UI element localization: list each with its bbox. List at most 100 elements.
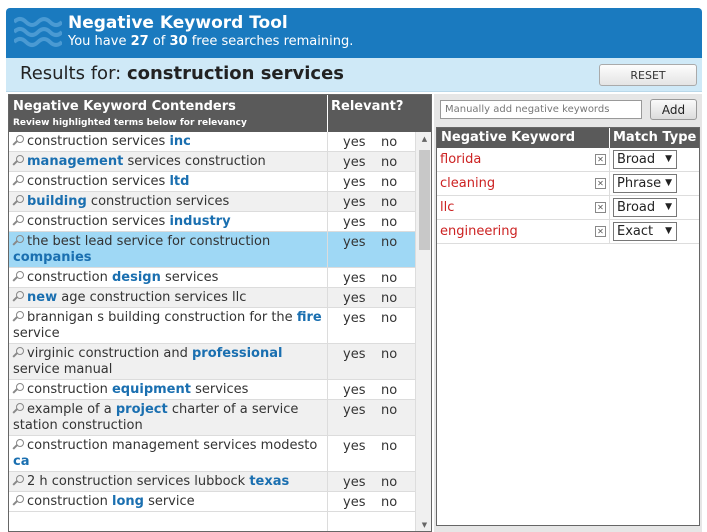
- yes-link[interactable]: yes: [343, 135, 366, 150]
- yes-link[interactable]: yes: [343, 215, 366, 230]
- highlighted-term: industry: [169, 214, 231, 229]
- no-link[interactable]: no: [381, 271, 398, 286]
- scrollbar[interactable]: ▲ ▼: [415, 132, 431, 531]
- highlighted-term: professional: [191, 346, 283, 361]
- yes-link[interactable]: yes: [343, 383, 366, 398]
- reset-button[interactable]: RESET: [599, 64, 697, 86]
- contender-row[interactable]: construction equipment services yes no: [9, 380, 415, 400]
- remove-x-icon[interactable]: ✕: [595, 178, 606, 189]
- match-type-select[interactable]: Exact ▼: [613, 222, 677, 241]
- yes-link[interactable]: yes: [343, 439, 366, 454]
- negative-keyword-column-title: Negative Keyword: [441, 130, 576, 145]
- no-link[interactable]: no: [381, 215, 398, 230]
- manual-keyword-input[interactable]: [440, 100, 642, 119]
- waves-logo-icon: [14, 17, 62, 47]
- yes-link[interactable]: yes: [343, 403, 366, 418]
- yes-link[interactable]: yes: [343, 271, 366, 286]
- yes-link[interactable]: yes: [343, 495, 366, 510]
- yes-link[interactable]: yes: [343, 155, 366, 170]
- yes-link[interactable]: yes: [343, 235, 366, 250]
- no-link[interactable]: no: [381, 195, 398, 210]
- magnifier-icon[interactable]: [13, 135, 24, 146]
- contender-row[interactable]: construction services industry yes no: [9, 212, 415, 232]
- contender-row[interactable]: example of a project charter of a servic…: [9, 400, 415, 436]
- magnifier-icon[interactable]: [13, 195, 24, 206]
- keyword-text: brannigan s building construction for th…: [27, 310, 297, 325]
- scroll-down-icon[interactable]: ▼: [421, 521, 428, 529]
- results-query: construction services: [126, 63, 344, 84]
- no-link[interactable]: no: [381, 175, 398, 190]
- yes-link[interactable]: yes: [343, 195, 366, 210]
- yes-link[interactable]: yes: [343, 347, 366, 362]
- contender-row[interactable]: brannigan s building construction for th…: [9, 308, 415, 344]
- yes-link[interactable]: yes: [343, 475, 366, 490]
- contender-row[interactable]: new age construction services llc yes no: [9, 288, 415, 308]
- contender-keyword: construction design services: [9, 268, 415, 287]
- match-type-value: Broad: [617, 152, 656, 167]
- yes-link[interactable]: yes: [343, 291, 366, 306]
- contender-row[interactable]: management services construction yes no: [9, 152, 415, 172]
- no-link[interactable]: no: [381, 347, 398, 362]
- contender-row[interactable]: construction services inc yes no: [9, 132, 415, 152]
- contender-row[interactable]: virginic construction and professional s…: [9, 344, 415, 380]
- no-link[interactable]: no: [381, 155, 398, 170]
- keyword-text: 2 h construction services lubbock: [27, 474, 250, 489]
- remove-x-icon[interactable]: ✕: [595, 154, 606, 165]
- magnifier-icon[interactable]: [13, 271, 24, 282]
- magnifier-icon[interactable]: [13, 215, 24, 226]
- magnifier-icon[interactable]: [13, 439, 24, 450]
- magnifier-icon[interactable]: [13, 291, 24, 302]
- yes-link[interactable]: yes: [343, 175, 366, 190]
- add-button[interactable]: Add: [650, 99, 697, 120]
- magnifier-icon[interactable]: [13, 475, 24, 486]
- magnifier-icon[interactable]: [13, 235, 24, 246]
- match-type-select[interactable]: Phrase ▼: [613, 174, 677, 193]
- negative-keyword-row: florida ✕ Broad ▼: [437, 148, 699, 172]
- magnifier-icon[interactable]: [13, 495, 24, 506]
- scroll-up-icon[interactable]: ▲: [421, 135, 428, 143]
- no-link[interactable]: no: [381, 403, 398, 418]
- remove-x-icon[interactable]: ✕: [595, 202, 606, 213]
- no-link[interactable]: no: [381, 135, 398, 150]
- no-link[interactable]: no: [381, 439, 398, 454]
- no-link[interactable]: no: [381, 235, 398, 250]
- no-link[interactable]: no: [381, 311, 398, 326]
- highlighted-term: fire: [296, 310, 322, 325]
- contender-row[interactable]: construction long service yes no: [9, 492, 415, 512]
- no-link[interactable]: no: [381, 383, 398, 398]
- relevant-column-title: Relevant?: [331, 99, 404, 114]
- keyword-text: services: [160, 270, 219, 285]
- match-type-select[interactable]: Broad ▼: [613, 150, 677, 169]
- magnifier-icon[interactable]: [13, 383, 24, 394]
- highlighted-term: inc: [169, 134, 191, 149]
- contender-row[interactable]: the best lead service for construction c…: [9, 232, 415, 268]
- no-link[interactable]: no: [381, 495, 398, 510]
- highlighted-term: long: [111, 494, 144, 509]
- keyword-text: the best lead service for construction: [27, 234, 271, 249]
- no-link[interactable]: no: [381, 475, 398, 490]
- magnifier-icon[interactable]: [13, 155, 24, 166]
- negative-keyword-header: Negative Keyword Match Type: [437, 128, 699, 148]
- magnifier-icon[interactable]: [13, 403, 24, 414]
- yes-link[interactable]: yes: [343, 311, 366, 326]
- contender-keyword: construction services industry: [9, 212, 415, 231]
- contender-row[interactable]: construction services ltd yes no: [9, 172, 415, 192]
- scrollbar-thumb[interactable]: [419, 150, 430, 250]
- keyword-text: construction services: [27, 174, 170, 189]
- magnifier-icon[interactable]: [13, 175, 24, 186]
- contender-row[interactable]: construction design services yes no: [9, 268, 415, 288]
- no-link[interactable]: no: [381, 291, 398, 306]
- magnifier-icon[interactable]: [13, 347, 24, 358]
- keyword-text: service: [143, 494, 195, 509]
- negative-keywords-panel: Add Negative Keyword Match Type florida ✕…: [434, 94, 702, 532]
- contender-row[interactable]: construction management services modesto…: [9, 436, 415, 472]
- contender-row[interactable]: 2 h construction services lubbock texas y…: [9, 472, 415, 492]
- match-type-select[interactable]: Broad ▼: [613, 198, 677, 217]
- highlighted-term: design: [111, 270, 161, 285]
- negative-keyword-term: florida: [440, 152, 482, 167]
- magnifier-icon[interactable]: [13, 311, 24, 322]
- contender-row[interactable]: building construction services yes no: [9, 192, 415, 212]
- negative-keyword-row: cleaning ✕ Phrase ▼: [437, 172, 699, 196]
- keyword-text: construction: [27, 494, 112, 509]
- remove-x-icon[interactable]: ✕: [595, 226, 606, 237]
